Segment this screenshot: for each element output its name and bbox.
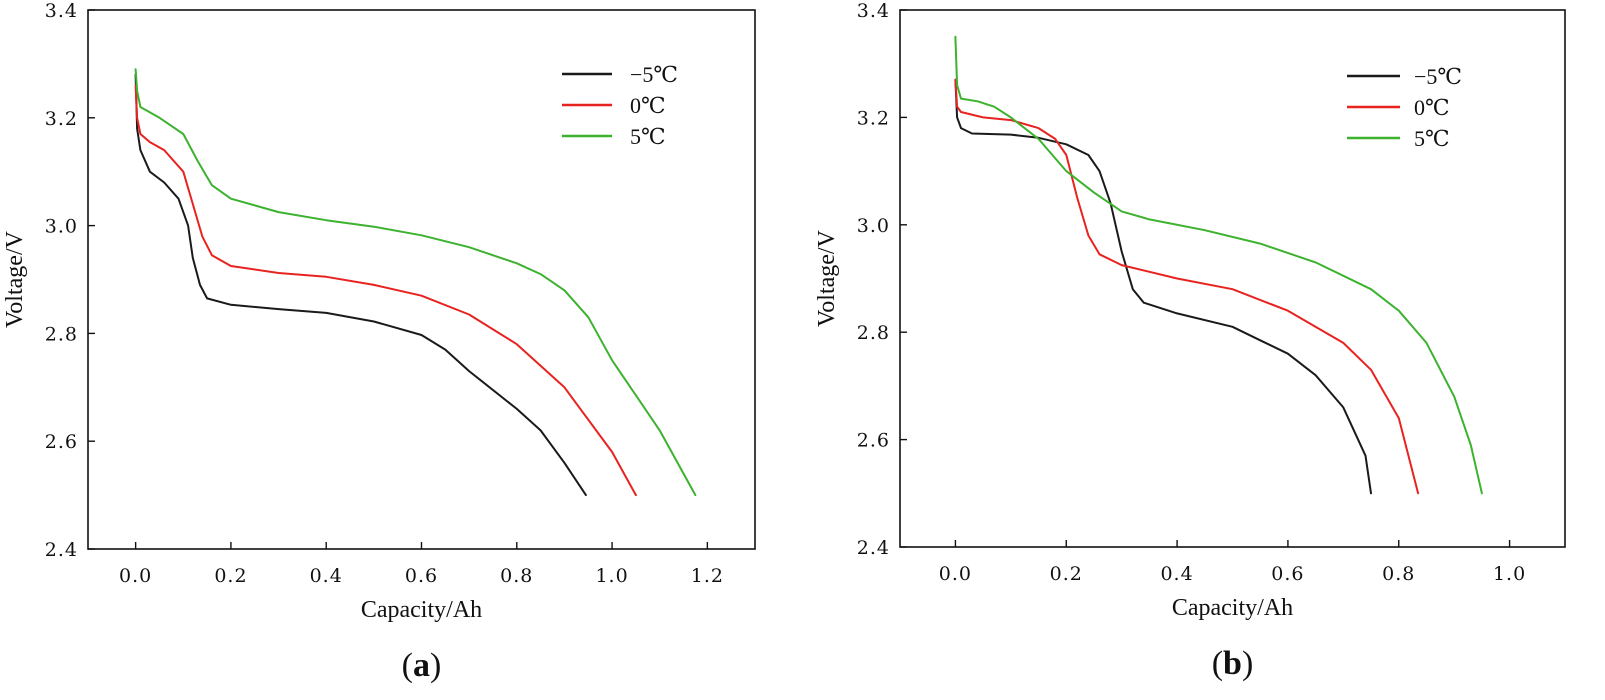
y-tick-label: 3.4 [857, 0, 890, 22]
y-tick-label: 2.4 [857, 537, 890, 559]
plot-frame [87, 9, 756, 550]
x-tick-label: 1.0 [1493, 563, 1526, 585]
y-tick-label: 3.0 [857, 215, 890, 237]
series-line-5 [134, 68, 697, 497]
legend-label: −5℃ [1414, 64, 1462, 89]
plot-frame [899, 9, 1566, 548]
panel-label-close: ) [430, 647, 441, 684]
y-axis-title: Voltage/V [814, 229, 840, 327]
legend-label: 5℃ [1414, 126, 1450, 151]
y-axis-title: Voltage/V [2, 230, 28, 328]
x-tick-label: 0.4 [1160, 563, 1193, 585]
y-tick-label: 3.2 [45, 108, 78, 130]
y-tick-label: 3.4 [45, 0, 78, 22]
panel-label: (b) [1212, 645, 1254, 682]
y-tick-label: 2.8 [857, 322, 890, 344]
y-tick-label: 3.0 [45, 216, 78, 238]
y-tick-label: 2.6 [857, 430, 890, 452]
legend-label: 0℃ [630, 93, 666, 118]
legend-label: 5℃ [630, 124, 666, 149]
x-tick-label: 0.6 [1271, 563, 1304, 585]
x-axis-title: Capacity/Ah [361, 597, 482, 623]
series-line-minus5 [954, 78, 1372, 495]
x-tick-label: 1.0 [595, 565, 628, 587]
y-tick-label: 2.4 [45, 539, 78, 561]
y-tick-label: 2.6 [45, 431, 78, 453]
x-tick-label: 1.2 [691, 565, 724, 587]
panel-label-close: ) [1242, 645, 1253, 682]
x-tick-label: 0.0 [939, 563, 972, 585]
x-tick-label: 0.8 [500, 565, 533, 587]
legend: −5℃ 0℃ 5℃ [1347, 64, 1462, 151]
series-line-5 [954, 35, 1483, 495]
panel-label: (a) [402, 647, 442, 684]
x-tick-label: 0.6 [405, 565, 438, 587]
chart-panel-b: 2.4 2.6 2.8 3.0 3.2 3.4 0.0 0.2 0.4 0.6 0.8 1.0 Capa… [814, 0, 1566, 682]
series-line-minus5 [134, 73, 587, 497]
x-tick-label: 0.2 [214, 565, 247, 587]
x-tick-label: 0.0 [119, 565, 152, 587]
x-tick-label: 0.8 [1382, 563, 1415, 585]
panel-label-letter: b [1223, 645, 1242, 682]
x-tick-label: 0.2 [1050, 563, 1083, 585]
series-line-0 [134, 84, 637, 497]
legend-label: −5℃ [630, 62, 678, 87]
x-axis-title: Capacity/Ah [1172, 595, 1293, 621]
panel-label-open: ( [402, 647, 413, 684]
legend-label: 0℃ [1414, 95, 1450, 120]
x-tick-label: 0.4 [310, 565, 343, 587]
y-tick-label: 2.8 [45, 323, 78, 345]
legend: −5℃ 0℃ 5℃ [562, 62, 678, 149]
panel-label-open: ( [1212, 645, 1223, 682]
y-tick-label: 3.2 [857, 107, 890, 129]
chart-panel-a: 2.4 2.6 2.8 3.0 3.2 3.4 0.0 0.2 0.4 0.6 0.8 1.0 1.2 C… [2, 0, 756, 684]
panel-label-letter: a [413, 647, 430, 684]
series-line-0 [954, 78, 1420, 495]
